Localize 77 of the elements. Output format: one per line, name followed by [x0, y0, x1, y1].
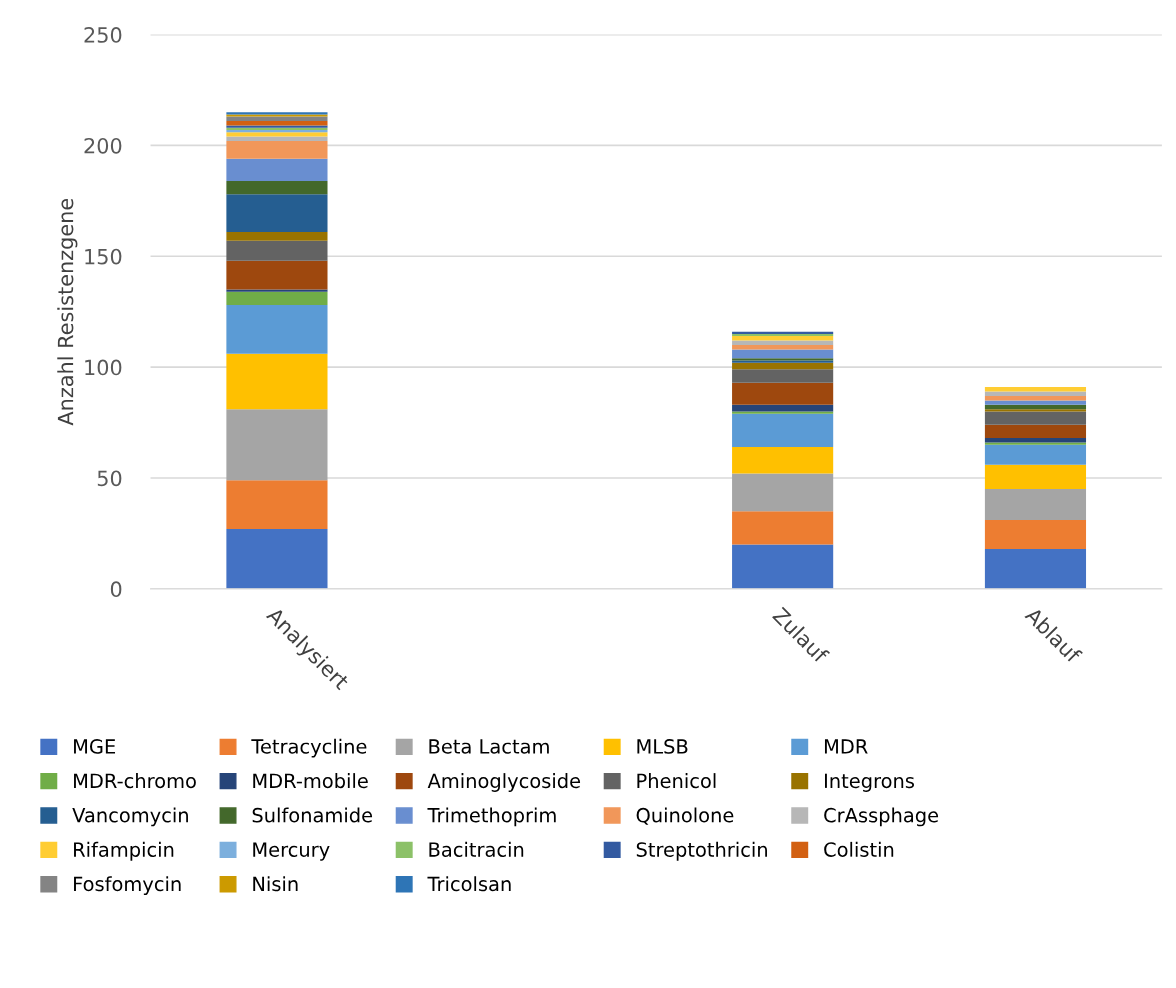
- y-tick-label: 150: [85, 248, 122, 265]
- bar: [984, 395, 1087, 401]
- bar: [732, 340, 834, 345]
- bar: [984, 438, 1087, 443]
- bar: [984, 424, 1087, 439]
- bar: [984, 442, 1087, 445]
- legend-label: MDR-mobile: [253, 773, 368, 789]
- bar: [732, 369, 834, 383]
- legend-label: Integrons: [824, 773, 915, 792]
- bar: [226, 194, 328, 232]
- bar: [984, 444, 1087, 465]
- y-tick-label: 250: [84, 27, 122, 43]
- legend-label: Beta Lactam: [429, 739, 549, 754]
- legend-label: Phenicol: [637, 773, 716, 789]
- bar: [226, 528, 328, 589]
- legend-label: Trimethoprim: [427, 807, 556, 827]
- y-axis-title: Anzahl Resistenzgene: [57, 198, 78, 426]
- bar: [226, 132, 328, 137]
- legend-label: Aminoglycoside: [427, 773, 581, 792]
- legend-label: Nisin: [253, 876, 298, 892]
- bar: [226, 121, 328, 126]
- legend-label: Tricolsan: [427, 876, 511, 892]
- legend-label: Rifampicin: [74, 841, 174, 861]
- bar: [226, 240, 328, 261]
- bar: [984, 387, 1087, 392]
- legend-label: Vancomycin: [72, 807, 188, 827]
- bar: [226, 305, 328, 354]
- bar: [226, 158, 328, 181]
- bar: [984, 548, 1087, 589]
- bar: [732, 344, 834, 350]
- bar: [984, 391, 1087, 396]
- bar: [732, 446, 834, 474]
- legend-label: CrAssphage: [824, 807, 939, 827]
- bar: [226, 231, 328, 241]
- legend-label: Quinolone: [636, 807, 734, 825]
- bar: [732, 411, 834, 414]
- bar: [732, 413, 834, 447]
- y-tick-label: 200: [84, 137, 122, 154]
- legend-label: Streptothricin: [636, 841, 767, 861]
- bar: [226, 289, 328, 292]
- bar: [984, 409, 1087, 412]
- legend-label: Mercury: [253, 842, 330, 861]
- legend-label: MDR-chromo: [74, 773, 196, 789]
- bar: [732, 336, 834, 341]
- y-tick-label: 0: [110, 581, 122, 598]
- bar: [226, 260, 328, 290]
- legend-label: MGE: [74, 739, 116, 754]
- bar: [226, 409, 328, 481]
- y-tick-label: 100: [85, 359, 122, 376]
- legend-label: Bacitracin: [429, 841, 524, 857]
- bar: [984, 404, 1087, 410]
- bar: [732, 473, 834, 512]
- bar: [984, 411, 1087, 425]
- bar: [226, 180, 328, 195]
- legend-label: Colistin: [824, 841, 894, 857]
- bar: [226, 141, 328, 159]
- bar: [732, 544, 834, 589]
- bar: [226, 480, 328, 529]
- legend-label: Fosfomycin: [74, 876, 181, 896]
- bar: [732, 349, 834, 359]
- bar: [984, 464, 1087, 490]
- bar: [732, 382, 834, 405]
- bar: [226, 291, 328, 306]
- legend-label: MDR: [824, 739, 868, 754]
- y-tick-label: 50: [97, 470, 122, 487]
- legend-label: Tetracycline: [251, 738, 367, 758]
- bar: [984, 520, 1087, 549]
- bar: [732, 362, 834, 370]
- bar: [226, 353, 328, 410]
- bar: [226, 136, 328, 141]
- legend-label: MLSB: [637, 739, 688, 754]
- legend-label: Sulfonamide: [252, 807, 373, 823]
- bar: [732, 511, 834, 545]
- bar: [732, 404, 834, 412]
- bar: [226, 116, 328, 122]
- bar: [984, 489, 1087, 521]
- bar: [984, 400, 1087, 405]
